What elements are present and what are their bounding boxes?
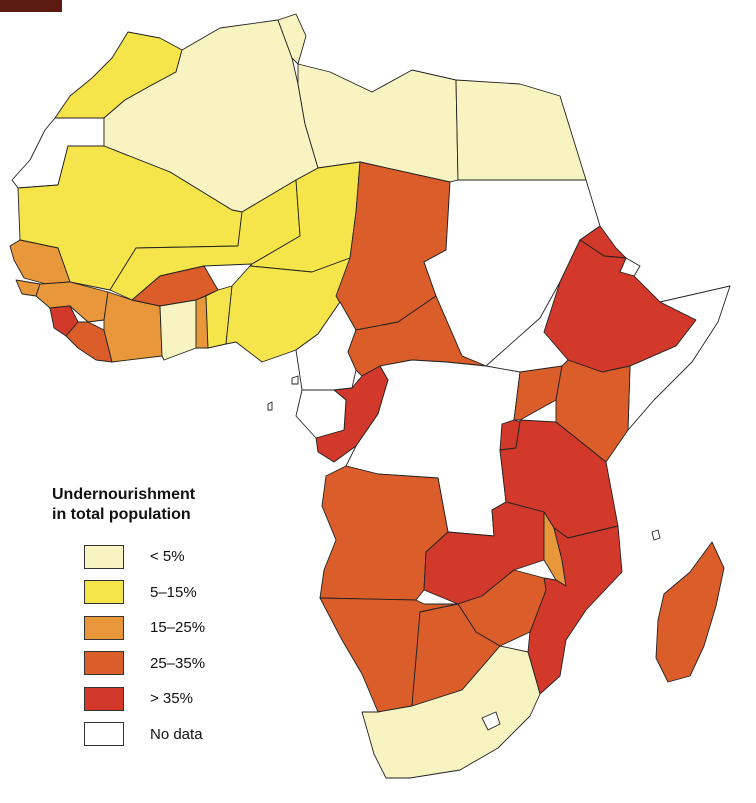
region-island-comoros	[651, 529, 661, 541]
corner-tab	[0, 0, 62, 12]
region-sudan	[423, 179, 601, 367]
legend-item: < 5%	[84, 539, 282, 575]
legend-swatch	[84, 544, 124, 569]
region-somalia	[627, 285, 731, 431]
legend-item: 5–15%	[84, 575, 282, 611]
legend-item: No data	[84, 717, 282, 753]
region-zambia	[423, 501, 545, 605]
region-ghana	[159, 299, 197, 361]
legend-swatch	[84, 615, 124, 640]
legend-label: 15–25%	[150, 619, 206, 637]
region-tunisia	[277, 13, 307, 65]
legend-items: < 5% 5–15% 15–25% 25–35% > 35% No data	[52, 539, 282, 752]
region-uganda	[513, 365, 563, 421]
legend-title-line1: Undernourishment	[52, 486, 196, 503]
legend-label: > 35%	[150, 690, 193, 708]
legend-label: No data	[150, 725, 203, 743]
legend-title-line2: in total population	[52, 506, 191, 523]
region-gabon	[295, 389, 347, 439]
legend-title: Undernourishment in total population	[52, 485, 282, 525]
legend-item: > 35%	[84, 681, 282, 717]
legend-label: 25–35%	[150, 654, 206, 672]
region-egypt	[455, 79, 587, 181]
legend-label: 5–15%	[150, 583, 197, 601]
region-south-africa	[361, 645, 541, 779]
legend-label: < 5%	[150, 548, 185, 566]
legend-swatch	[84, 580, 124, 605]
legend-swatch	[84, 686, 124, 711]
region-island-bioko	[291, 375, 299, 385]
legend-item: 25–35%	[84, 646, 282, 682]
region-madagascar	[655, 541, 725, 683]
region-lesotho	[481, 711, 501, 731]
map-legend: Undernourishment in total population < 5…	[52, 485, 282, 752]
region-libya	[297, 63, 459, 183]
legend-swatch	[84, 651, 124, 676]
legend-swatch	[84, 722, 124, 747]
legend-item: 15–25%	[84, 610, 282, 646]
region-island-sao-tome	[267, 401, 273, 411]
